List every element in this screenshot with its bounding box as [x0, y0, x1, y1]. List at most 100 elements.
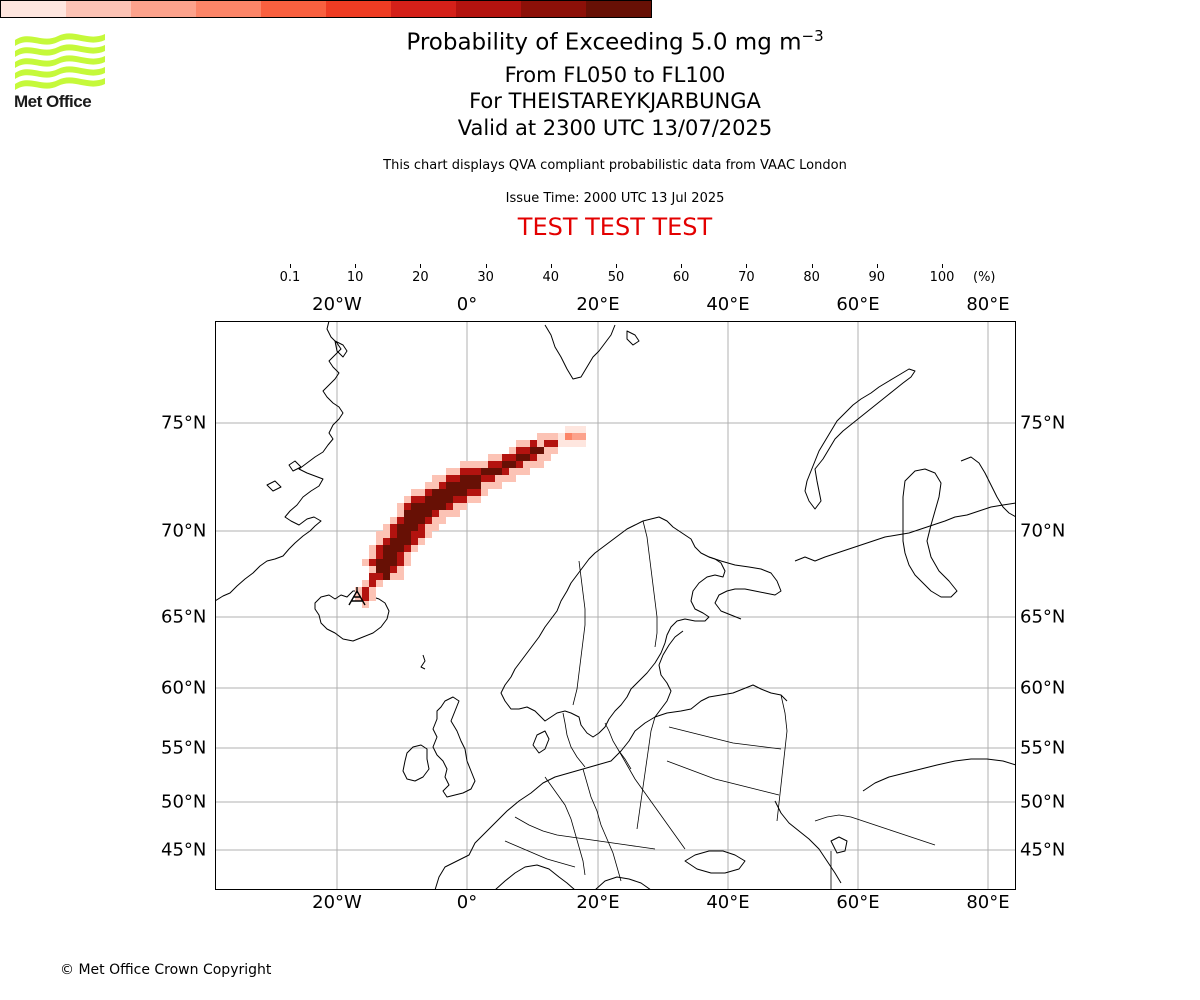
- plume-cell: [481, 475, 488, 482]
- lat-label-left: 55°N: [161, 737, 207, 759]
- colorbar-tick-mark: [811, 264, 813, 268]
- plume-cell: [404, 510, 411, 517]
- map-background: [215, 321, 1016, 890]
- plume-cell: [551, 440, 558, 447]
- plume-cell: [432, 510, 439, 517]
- plume-cell: [383, 545, 390, 552]
- plume-cell: [523, 440, 530, 447]
- plume-cell: [544, 440, 551, 447]
- plume-cell: [537, 433, 544, 440]
- colorbar-tick-mark: [485, 264, 487, 268]
- plume-cell: [376, 566, 383, 573]
- plume-cell: [502, 461, 509, 468]
- plume-cell: [404, 524, 411, 531]
- plume-cell: [439, 517, 446, 524]
- plume-cell: [488, 482, 495, 489]
- plume-cell: [474, 475, 481, 482]
- plume-cell: [439, 482, 446, 489]
- colorbar-tick-mark: [290, 264, 291, 268]
- plume-cell: [579, 440, 586, 447]
- plume-cell: [397, 531, 404, 538]
- colorbar-tick-label: 100: [929, 270, 955, 285]
- plume-cell: [495, 475, 502, 482]
- plume-cell: [425, 524, 432, 531]
- plume-cell: [411, 503, 418, 510]
- plume-cell: [446, 510, 453, 517]
- plume-cell: [453, 482, 460, 489]
- colorbar-tick-mark: [420, 264, 422, 268]
- plume-cell: [376, 573, 383, 580]
- plume-cell: [425, 503, 432, 510]
- plume-cell: [411, 524, 418, 531]
- lat-label-left: 65°N: [161, 606, 207, 628]
- plume-cell: [453, 503, 460, 510]
- plume-cell: [551, 447, 558, 454]
- plume-cell: [418, 510, 425, 517]
- lat-label-right: 55°N: [1020, 737, 1066, 759]
- plume-cell: [418, 538, 425, 545]
- lat-label-left: 45°N: [161, 839, 207, 861]
- plume-cell: [523, 461, 530, 468]
- plume-cell: [404, 531, 411, 538]
- colorbar-tick-label: 90: [868, 270, 886, 285]
- plume-cell: [397, 503, 404, 510]
- lon-label-bottom: 80°E: [966, 892, 1010, 913]
- plume-cell: [460, 475, 467, 482]
- plume-cell: [516, 454, 523, 461]
- plume-cell: [453, 468, 460, 475]
- plume-cell: [530, 447, 537, 454]
- colorbar-tick-label: 60: [672, 270, 690, 285]
- plume-cell: [418, 531, 425, 538]
- caspian-coast: [774, 800, 842, 884]
- scandinavia-coast: [500, 516, 726, 738]
- plume-cell: [488, 461, 495, 468]
- test-banner: TEST TEST TEST: [517, 213, 713, 241]
- plume-cell: [432, 503, 439, 510]
- plume-cell: [369, 566, 376, 573]
- coastlines: [215, 321, 1016, 890]
- plume-cell: [390, 559, 397, 566]
- plume-cell: [362, 594, 369, 601]
- lat-label-right: 70°N: [1020, 520, 1066, 542]
- ash-plume: [355, 426, 586, 608]
- plume-cell: [453, 489, 460, 496]
- plume-cell: [369, 573, 376, 580]
- plume-cell: [565, 426, 572, 433]
- ash-probability-map: [215, 321, 1016, 890]
- plume-cell: [488, 468, 495, 475]
- black-sea-coast: [684, 850, 746, 874]
- logo-wave: [15, 33, 105, 46]
- plume-cell: [362, 559, 369, 566]
- volcano-name: For THEISTAREYKJARBUNGA: [469, 89, 761, 113]
- plume-cell: [537, 447, 544, 454]
- lat-label-left: 50°N: [161, 791, 207, 813]
- plume-cell: [418, 517, 425, 524]
- plume-cell: [488, 454, 495, 461]
- colorbar-segment: [326, 1, 391, 17]
- plume-cell: [418, 496, 425, 503]
- colorbar-segment: [131, 1, 196, 17]
- plume-cell: [544, 433, 551, 440]
- lon-label-top: 60°E: [836, 294, 880, 315]
- colorbar-tick-mark: [550, 264, 552, 268]
- plume-cell: [544, 454, 551, 461]
- plume-cell: [495, 454, 502, 461]
- plume-cell: [474, 468, 481, 475]
- colorbar-tick-label: 50: [607, 270, 625, 285]
- plume-cell: [572, 433, 579, 440]
- chart-description: This chart displays QVA compliant probab…: [383, 158, 847, 173]
- colorbar-segment: [391, 1, 456, 17]
- plume-cell: [362, 587, 369, 594]
- plume-cell: [390, 524, 397, 531]
- plume-cell: [474, 461, 481, 468]
- colorbar-segment: [1, 1, 66, 17]
- plume-cell: [376, 552, 383, 559]
- plume-cell: [369, 580, 376, 587]
- lon-label-bottom: 60°E: [836, 892, 880, 913]
- plume-cell: [467, 482, 474, 489]
- plume-cell: [467, 489, 474, 496]
- plume-cell: [439, 503, 446, 510]
- plume-cell: [523, 447, 530, 454]
- plume-cell: [418, 503, 425, 510]
- plume-cell: [495, 461, 502, 468]
